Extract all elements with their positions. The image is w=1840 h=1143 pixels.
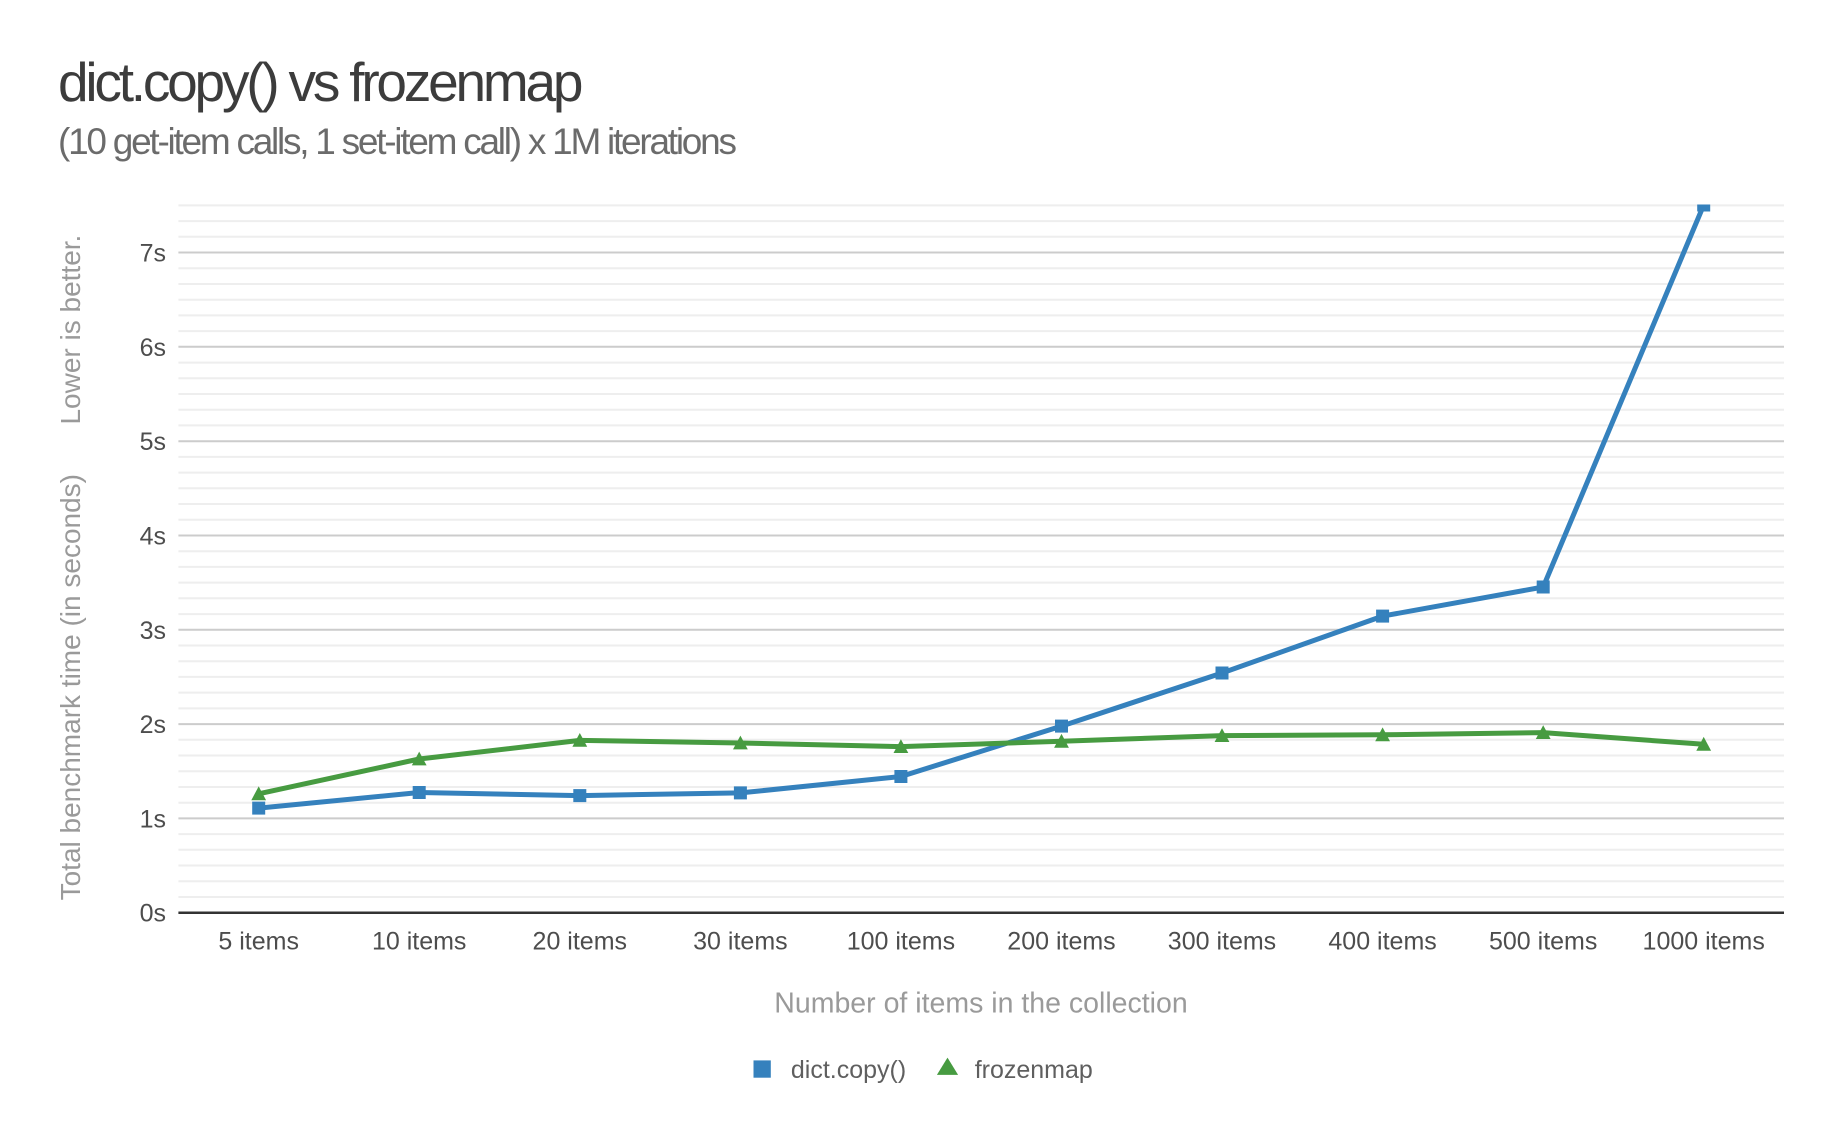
svg-text:7s: 7s xyxy=(140,240,166,268)
svg-text:200 items: 200 items xyxy=(1007,928,1115,956)
svg-text:dict.copy() vs frozenmap: dict.copy() vs frozenmap xyxy=(58,51,582,113)
svg-text:3s: 3s xyxy=(140,617,166,645)
svg-text:5 items: 5 items xyxy=(218,928,299,956)
svg-text:500 items: 500 items xyxy=(1489,928,1597,956)
svg-text:(10 get-item calls, 1 set-item: (10 get-item calls, 1 set-item call) x 1… xyxy=(58,121,736,162)
svg-text:Lower is better.: Lower is better. xyxy=(55,235,86,425)
svg-text:2s: 2s xyxy=(140,711,166,739)
svg-text:Total benchmark time (in secon: Total benchmark time (in seconds) xyxy=(55,474,86,900)
svg-text:Number of items in the collect: Number of items in the collection xyxy=(774,988,1187,1020)
svg-text:100 items: 100 items xyxy=(847,928,955,956)
svg-text:5s: 5s xyxy=(140,428,166,456)
svg-text:400 items: 400 items xyxy=(1328,928,1436,956)
svg-text:4s: 4s xyxy=(140,523,166,551)
svg-text:10 items: 10 items xyxy=(372,928,466,956)
svg-text:6s: 6s xyxy=(140,334,166,362)
svg-text:300 items: 300 items xyxy=(1168,928,1276,956)
svg-text:1s: 1s xyxy=(140,805,166,833)
svg-text:30 items: 30 items xyxy=(693,928,787,956)
svg-text:1000 items: 1000 items xyxy=(1643,928,1765,956)
svg-text:20 items: 20 items xyxy=(533,928,627,956)
svg-text:dict.copy(): dict.copy() xyxy=(791,1056,906,1084)
svg-text:frozenmap: frozenmap xyxy=(975,1056,1093,1084)
svg-text:0s: 0s xyxy=(140,900,166,928)
